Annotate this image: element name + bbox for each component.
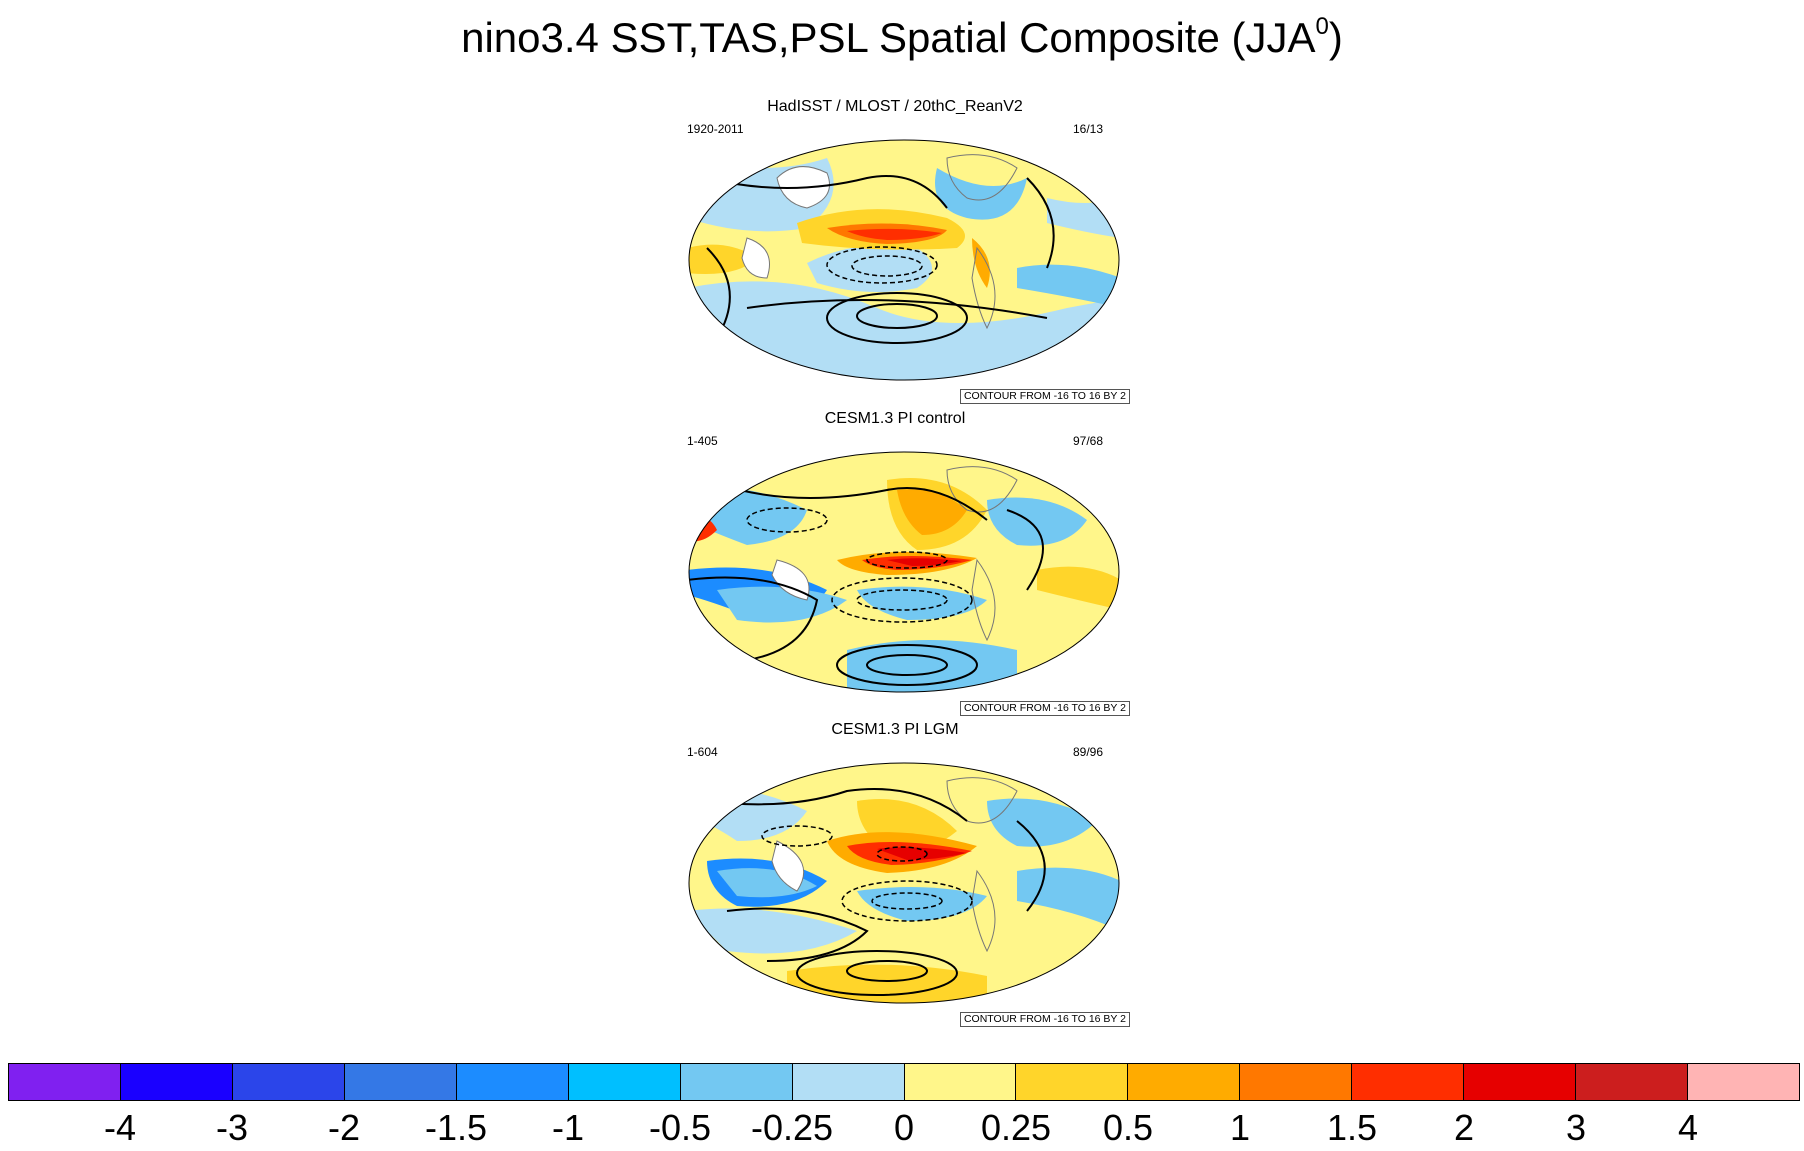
colorbar-swatch: [9, 1064, 121, 1100]
colorbar-swatch: [680, 1064, 793, 1100]
panel-title: CESM1.3 PI control: [824, 410, 966, 427]
figure-title: nino3.4 SST,TAS,PSL Spatial Composite (J…: [0, 8, 1804, 68]
map-svg: [688, 139, 1120, 381]
contour-info-label: CONTOUR FROM -16 TO 16 BY 2: [959, 389, 1130, 404]
panel-pi-lgm: CESM1.3 PI LGM 1-604 89/96: [660, 721, 1130, 1031]
colorbar-tick-label: 0: [893, 1107, 915, 1148]
composite-map: [687, 450, 1121, 694]
figure-title-superscript: 0: [1315, 13, 1329, 40]
colorbar-swatch: [456, 1064, 569, 1100]
map-svg: [688, 762, 1120, 1004]
colorbar-tick-label: -1.5: [424, 1107, 488, 1148]
colorbar-tick-label: 0.25: [980, 1107, 1052, 1148]
panel-period-label: 1920-2011: [687, 122, 744, 136]
panel-title: HadISST / MLOST / 20thC_ReanV2: [767, 98, 1023, 115]
colorbar-tick-label: -1: [551, 1107, 585, 1148]
colorbar-tick-label: -3: [215, 1107, 249, 1148]
colorbar-tick-label: -2: [327, 1107, 361, 1148]
colorbar-swatch: [120, 1064, 233, 1100]
colorbar-swatch: [792, 1064, 905, 1100]
colorbar-tick-label: 4: [1677, 1107, 1699, 1148]
colorbar-tick-label: -0.25: [750, 1107, 834, 1148]
panel-count-label: 89/96: [1072, 745, 1103, 759]
colorbar-tick-label: 1.5: [1326, 1107, 1378, 1148]
colorbar-swatch: [568, 1064, 681, 1100]
figure-title-end: ): [1328, 14, 1343, 61]
panel-count-label: 97/68: [1072, 434, 1103, 448]
map-svg: [688, 451, 1120, 693]
contour-info-label: CONTOUR FROM -16 TO 16 BY 2: [959, 1012, 1130, 1027]
colorbar-tick-label: -4: [103, 1107, 137, 1148]
figure-title-main: nino3.4 SST,TAS,PSL Spatial Composite (J…: [461, 14, 1316, 61]
colorbar-swatch: [232, 1064, 345, 1100]
colorbar-swatch: [1352, 1064, 1465, 1100]
contour-info-label: CONTOUR FROM -16 TO 16 BY 2: [959, 701, 1130, 716]
panel-title: CESM1.3 PI LGM: [831, 721, 959, 738]
colorbar-swatch: [1128, 1064, 1241, 1100]
colorbar-tick-label: 3: [1565, 1107, 1587, 1148]
colorbar-swatch: [1688, 1064, 1799, 1100]
colorbar-tick-label: -0.5: [648, 1107, 712, 1148]
colorbar-tick-label: 0.5: [1102, 1107, 1154, 1148]
colorbar-tick-label: 1: [1229, 1107, 1251, 1148]
panel-observations: HadISST / MLOST / 20thC_ReanV2 1920-2011…: [660, 98, 1130, 408]
panel-count-label: 16/13: [1072, 122, 1103, 136]
colorbar-swatch: [1016, 1064, 1129, 1100]
colorbar-swatch: [1576, 1064, 1689, 1100]
colorbar-swatch: [344, 1064, 457, 1100]
panel-pi-control: CESM1.3 PI control 1-405 97/68: [660, 410, 1130, 720]
composite-map: [687, 761, 1121, 1005]
colorbar-swatch: [904, 1064, 1017, 1100]
colorbar-swatch: [1464, 1064, 1577, 1100]
panel-period-label: 1-604: [687, 745, 718, 759]
composite-map: [687, 138, 1121, 382]
colorbar-swatch: [1240, 1064, 1353, 1100]
panel-period-label: 1-405: [687, 434, 718, 448]
colorbar-tick-label: 2: [1453, 1107, 1475, 1148]
colorbar: [8, 1063, 1800, 1101]
